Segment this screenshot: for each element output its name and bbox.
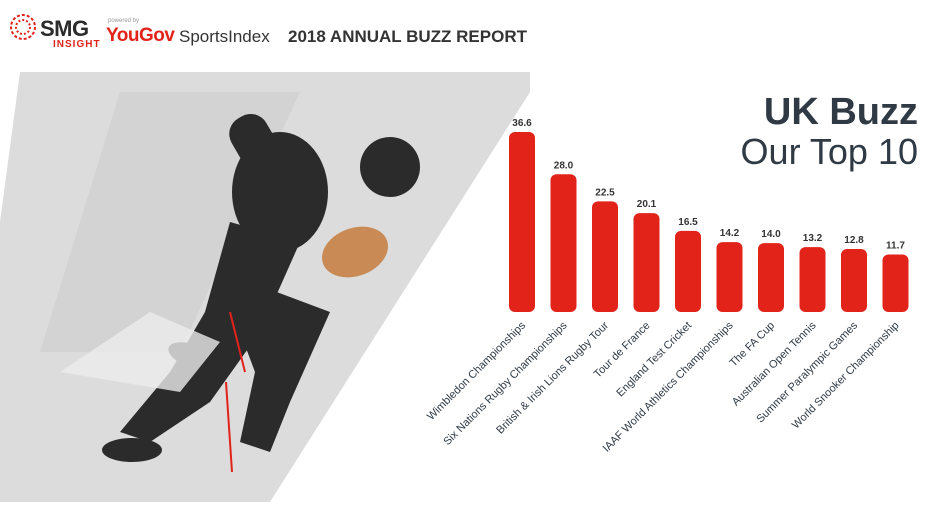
category-label-8: Australian Open Tennis — [730, 319, 819, 408]
brand-name: SMG — [40, 16, 89, 41]
bar-8 — [799, 247, 826, 312]
partner-logo-text: YouGov — [106, 25, 175, 46]
headline-title: UK Buzz — [763, 91, 918, 133]
bar-6 — [716, 242, 743, 312]
bar-4 — [633, 213, 660, 312]
smg-logo-icon — [10, 14, 36, 40]
bar-9 — [841, 249, 867, 312]
bar-value-label-10: 11.7 — [886, 240, 905, 251]
brand-subtitle: INSIGHT — [53, 39, 101, 50]
bar-1 — [509, 132, 535, 312]
bar-value-label-1: 36.6 — [512, 118, 532, 129]
bar-value-label-6: 14.2 — [720, 228, 740, 239]
red-stroke-accent — [225, 311, 246, 473]
bar-value-label-4: 20.1 — [637, 199, 657, 210]
bar-2 — [550, 174, 577, 312]
bar-value-label-9: 12.8 — [844, 235, 864, 246]
bar-3 — [592, 201, 618, 312]
product-name: SportsIndex — [179, 27, 270, 46]
illustration-panel — [0, 72, 530, 502]
category-label-5: England Test Cricket — [614, 320, 694, 400]
headline-subtitle: Our Top 10 — [740, 131, 918, 172]
bar-value-label-2: 28.0 — [554, 160, 574, 171]
bar-value-label-5: 16.5 — [678, 217, 698, 228]
rugby-ball-icon — [322, 226, 388, 278]
bar-5 — [675, 230, 701, 312]
bar-10 — [882, 254, 909, 312]
bar-7 — [758, 243, 784, 312]
headline-block: UK Buzz Our Top 10 — [741, 92, 918, 172]
map-silhouette-shape — [60, 312, 220, 392]
report-header: SMG INSIGHT powered by YouGov SportsInde… — [8, 6, 608, 58]
bar-value-label-3: 22.5 — [595, 187, 615, 198]
powered-by-label: powered by — [108, 18, 140, 24]
bar-value-label-7: 14.0 — [761, 229, 781, 240]
bar-value-label-8: 13.2 — [803, 233, 823, 244]
report-title: 2018 ANNUAL BUZZ REPORT — [288, 27, 527, 46]
grey-stripe-shape — [40, 92, 300, 352]
